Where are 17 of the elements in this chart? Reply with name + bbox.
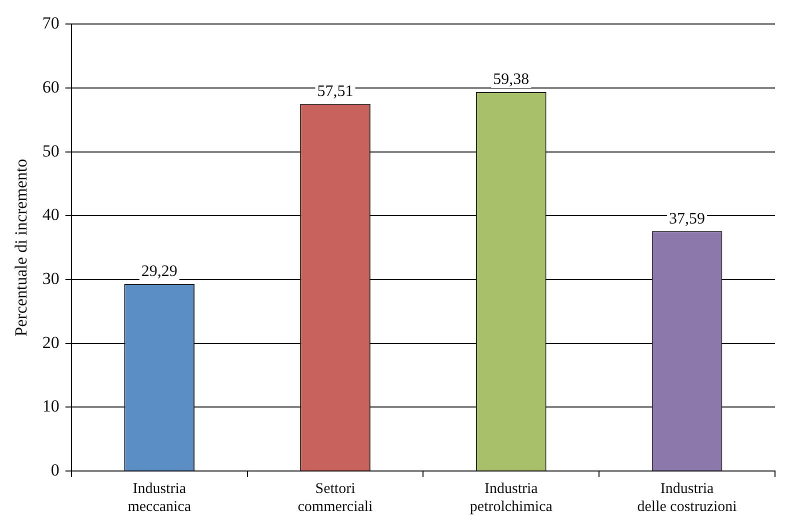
x-tick-label: Industria delle costruzioni [637, 480, 737, 515]
y-axis-title: Percentuale di incremento [12, 158, 31, 336]
x-tick-label: Industria petrolchimica [470, 480, 553, 515]
data-label: 37,59 [669, 210, 706, 228]
y-tick-label: 40 [42, 205, 60, 224]
y-tick-label: 30 [42, 268, 60, 288]
y-tick-label: 60 [42, 77, 60, 96]
y-tick-label: 20 [42, 332, 60, 352]
x-tick-label: Settori commerciali [298, 480, 373, 515]
y-tick-label: 10 [42, 396, 60, 416]
y-tick-label: 70 [42, 14, 60, 33]
y-tick-label: 50 [42, 141, 60, 160]
x-tick-label: Industria meccanica [128, 480, 192, 515]
data-label: 59,38 [493, 71, 530, 88]
data-label: 57,51 [317, 83, 354, 100]
data-label: 29,29 [141, 263, 178, 280]
y-tick-label: 0 [50, 460, 60, 480]
